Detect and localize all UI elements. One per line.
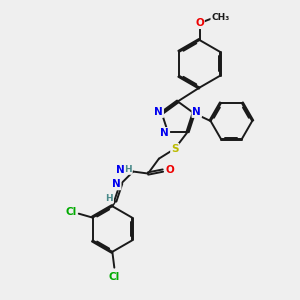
Text: O: O <box>165 165 174 175</box>
Text: N: N <box>112 179 121 189</box>
Text: N: N <box>116 165 124 175</box>
Text: H: H <box>124 165 132 174</box>
Text: Cl: Cl <box>109 272 120 282</box>
Text: N: N <box>160 128 169 138</box>
Text: Cl: Cl <box>65 207 76 217</box>
Text: H: H <box>106 194 113 203</box>
Text: O: O <box>195 18 204 28</box>
Text: CH₃: CH₃ <box>211 13 230 22</box>
Text: S: S <box>171 144 178 154</box>
Text: N: N <box>154 107 163 117</box>
Text: N: N <box>192 107 201 117</box>
